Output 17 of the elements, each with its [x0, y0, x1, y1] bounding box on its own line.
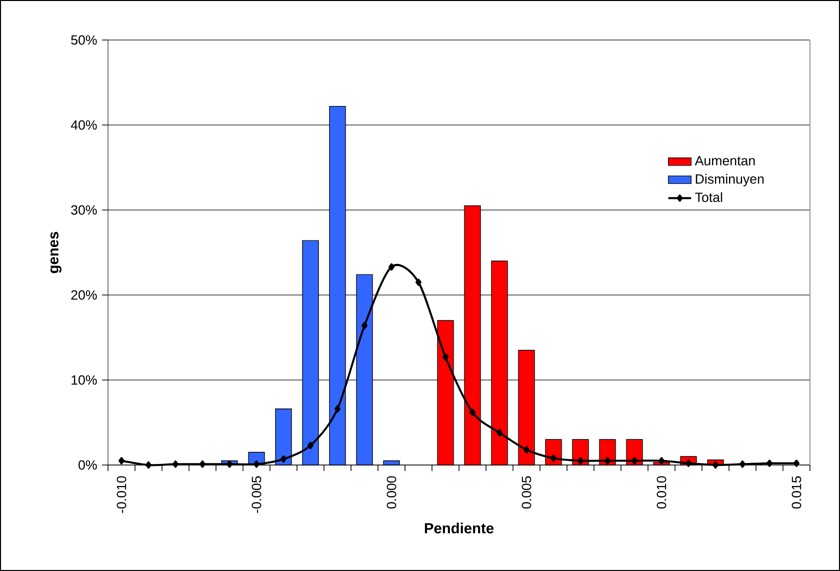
y-tick-label: 40%: [70, 120, 97, 130]
y-tick-label: 20%: [71, 290, 97, 300]
legend-label: Total: [695, 192, 722, 202]
x-tick-label: 0.015: [792, 476, 802, 509]
x-tick-label: -0.010: [116, 476, 126, 513]
y-tick-label: 0%: [78, 460, 97, 470]
y-tick-label: 30%: [71, 205, 97, 215]
y-axis-title: genes: [50, 232, 62, 274]
x-tick-label: 0.000: [386, 476, 396, 509]
x-tick-label: -0.005: [252, 476, 262, 513]
legend-label: Aumentan: [694, 156, 755, 166]
x-tick-label: 0.005: [522, 476, 532, 509]
y-tick-label: 50%: [71, 35, 97, 45]
x-tick-label: 0.010: [656, 476, 666, 509]
legend-label: Disminuyen: [696, 174, 764, 186]
x-axis-title: Pendiente: [424, 522, 494, 534]
y-tick-label: 10%: [72, 375, 97, 385]
